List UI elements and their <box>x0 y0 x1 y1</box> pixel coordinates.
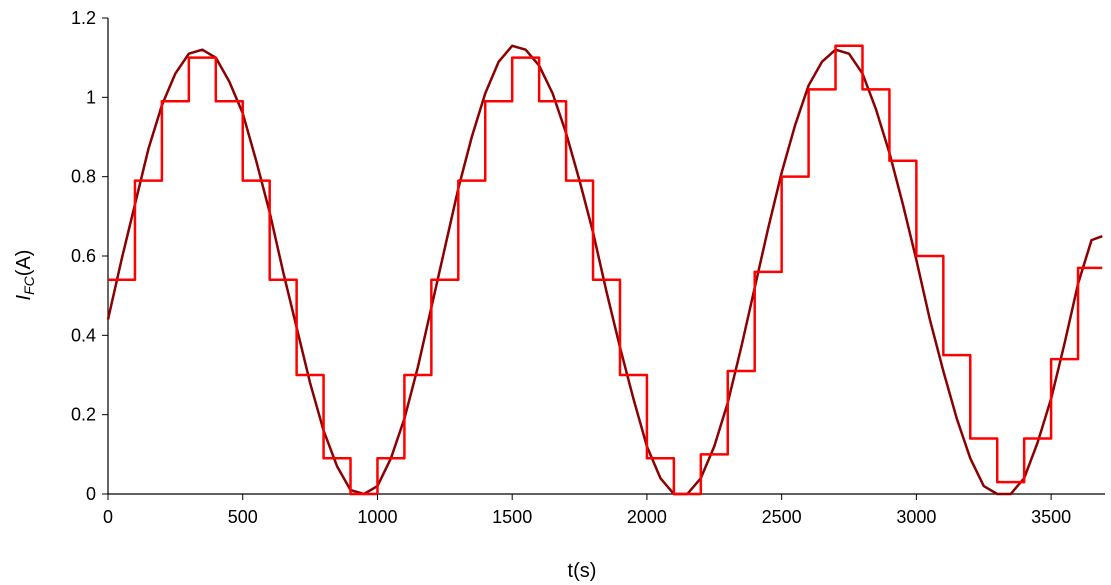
y-tick-label: 0.8 <box>71 167 96 187</box>
y-tick-label: 0.6 <box>71 246 96 266</box>
plot-area: 0 500 1000 1500 2000 2500 3000 3500 00.20.40.60… <box>71 8 1105 527</box>
y-tick-label: 1.2 <box>71 8 96 28</box>
y-tick-label: 0.4 <box>71 325 96 345</box>
x-ticks: 0 500 1000 1500 2000 2500 3000 3500 <box>103 494 1071 527</box>
x-tick-label: 2000 <box>627 507 667 527</box>
y-tick-label: 1 <box>86 87 96 107</box>
y-axis-title-unit: (A) <box>13 250 35 277</box>
x-tick-label: 2500 <box>762 507 802 527</box>
x-tick-label: 0 <box>103 507 113 527</box>
y-axis-title: IFC(A) <box>13 250 37 301</box>
y-axis-title-sub: FC <box>21 275 37 295</box>
x-tick-label: 3000 <box>896 507 936 527</box>
y-ticks: 0 0.2 0.4 0.6 0.8 1 1.2 <box>71 8 108 504</box>
x-axis-title: t(s) <box>568 560 597 582</box>
series-line-step <box>108 44 1103 496</box>
y-axis-title-main: I <box>13 294 35 300</box>
x-tick-label: 1000 <box>357 507 397 527</box>
y-tick-label: 0 <box>86 484 96 504</box>
x-tick-label: 1500 <box>492 507 532 527</box>
x-tick-label: 500 <box>228 507 258 527</box>
x-tick-label: 3500 <box>1031 507 1071 527</box>
series-line-smooth <box>106 44 1103 496</box>
series-layer <box>106 44 1103 496</box>
y-tick-label: 0.2 <box>71 405 96 425</box>
